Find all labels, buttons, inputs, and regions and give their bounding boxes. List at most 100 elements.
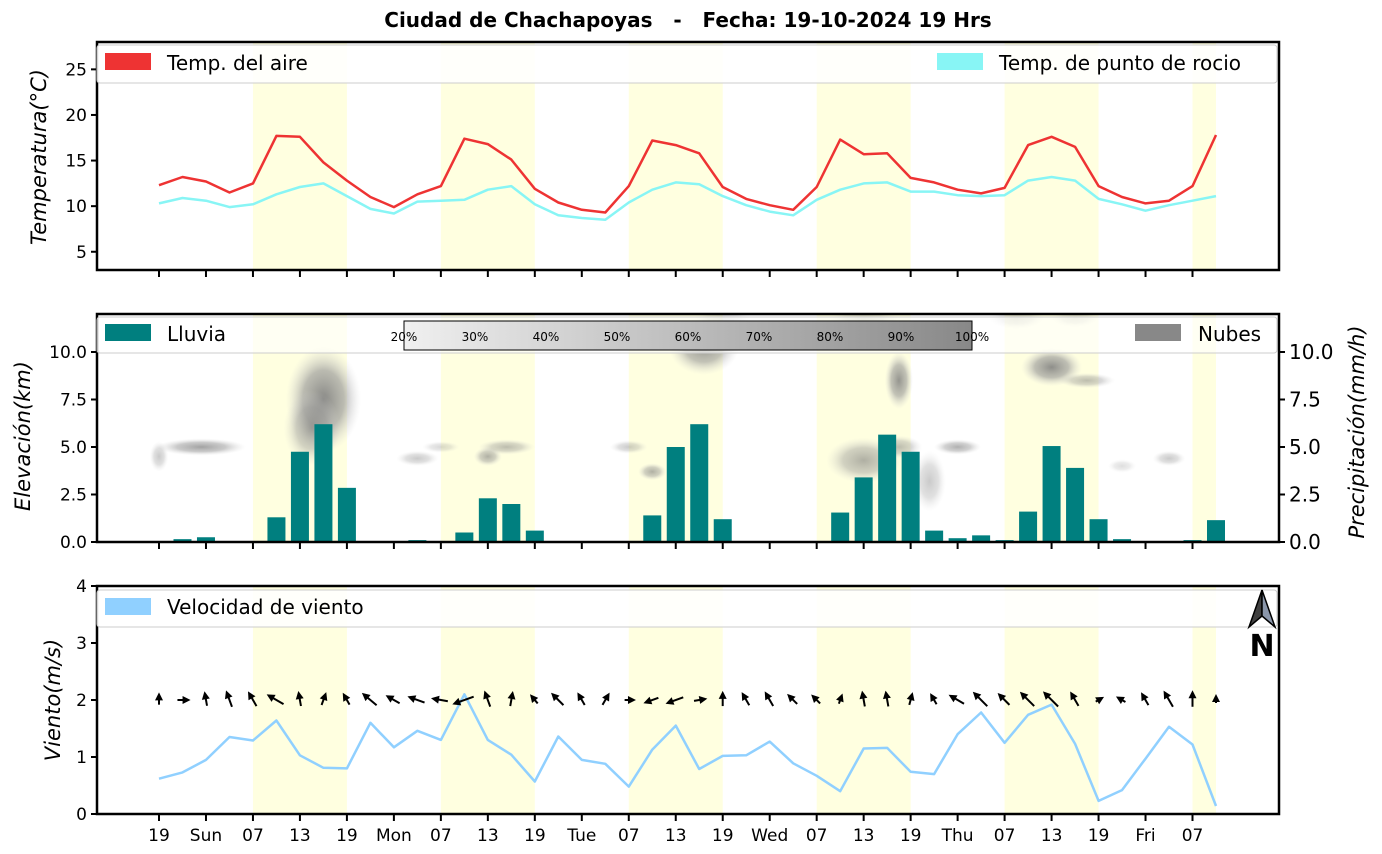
x-tick-label: 19 [900, 826, 922, 846]
y-tick-label: 5 [76, 243, 87, 263]
wind-arrow [665, 696, 684, 705]
x-tick-label: Fri [1135, 826, 1155, 846]
x-tick-label: 13 [1041, 826, 1063, 846]
wind-arrow [643, 696, 659, 705]
x-tick-label: 07 [242, 826, 264, 846]
legend-swatch-rain [105, 324, 151, 341]
wind-arrow [266, 694, 285, 705]
wind-arrow [247, 691, 258, 707]
x-tick-label: 19 [336, 826, 358, 846]
rain-bar [854, 477, 873, 542]
wind-arrow [385, 695, 401, 705]
rain-bar [972, 535, 991, 542]
rain-bar [173, 539, 192, 542]
wind-arrow [483, 690, 492, 707]
day-band [1192, 314, 1216, 542]
wind-arrow [624, 696, 636, 704]
wind-arrow [693, 696, 708, 704]
series-line [158, 175, 1217, 222]
wind-arrow [431, 695, 449, 704]
y-tick-label-right: 0.0 [1289, 530, 1321, 554]
rain-bars [173, 424, 1225, 542]
rain-bar [525, 530, 544, 542]
wind-arrow [452, 695, 474, 706]
cloud-blob [1152, 450, 1186, 466]
wind-arrow [1141, 692, 1150, 706]
cloud-blob [884, 352, 913, 409]
cloud-blob [934, 439, 982, 455]
rain-cloud-ylabel-left: Elevación(km) [11, 361, 35, 511]
y-tick-label: 7.5 [60, 391, 87, 411]
colorbar-label: 100% [955, 330, 989, 344]
temperature-ylabel: Temperatura(°C) [27, 69, 51, 245]
rain-bar [196, 537, 215, 542]
wind-arrow [1070, 691, 1080, 707]
legend-swatch-wind [105, 598, 151, 615]
wind-arrow [718, 690, 727, 707]
wind-arrow [177, 696, 191, 704]
x-tick-label: Thu [941, 826, 974, 846]
wind-arrow [972, 691, 988, 707]
wind-axes: 0 1 2 3 4 [76, 577, 1281, 825]
x-tick-label: 07 [618, 826, 640, 846]
wind-arrow [551, 692, 565, 706]
legend-label-wind: Velocidad de viento [167, 595, 364, 619]
cloud-colorbar: 20% 30% 40% 50% 60% 70% 80% 90% 100% [391, 320, 989, 351]
rain-bar [314, 424, 333, 542]
wind-arrow [836, 693, 844, 705]
wind-arrow [906, 692, 915, 706]
legend-swatch-clouds [1135, 324, 1181, 341]
rain-bar [666, 447, 685, 542]
wind-panel: 0 1 2 3 4 Velocidad de viento N Viento(m/s) [41, 577, 1281, 825]
wind-arrow [529, 694, 539, 705]
x-tick-label: 19 [712, 826, 734, 846]
wind-arrow [1095, 696, 1105, 705]
colorbar-label: 30% [462, 330, 489, 344]
wind-arrow [930, 693, 938, 705]
wind-arrow [201, 691, 210, 706]
rain-bar [690, 424, 709, 542]
cloud-blob [1107, 459, 1137, 473]
rain-bar [1113, 539, 1132, 542]
legend-label-rain: Lluvia [167, 322, 226, 346]
x-tick-label: 07 [1182, 826, 1204, 846]
cloud-blob [396, 450, 439, 466]
legend-label-air: Temp. del aire [166, 51, 308, 75]
rain-bar [502, 504, 521, 542]
time-axis-labels: 19 Sun 07 13 19 Mon 07 13 19 Tue 07 13 19 Wed 07 13 19 Th… [148, 826, 1203, 846]
wind-arrow [407, 695, 425, 704]
wind-arrow [948, 694, 965, 705]
temperature-legend: Temp. del aire Temp. de punto de rocio [96, 44, 1278, 84]
x-tick-label: 19 [1088, 826, 1110, 846]
x-tick-label: 13 [853, 826, 875, 846]
wind-arrow [601, 692, 610, 706]
rain-bar [713, 519, 732, 542]
colorbar-label: 90% [888, 330, 915, 344]
cloud-blob [609, 440, 648, 454]
y-tick-label: 20 [65, 106, 87, 126]
rain-bar [831, 512, 850, 542]
x-tick-label: 07 [430, 826, 452, 846]
rain-cloud-panel: 0.0 0.02.5 2.55.0 5.07.5 7.510.0 10.0 Lluvia … [11, 312, 1369, 554]
wind-arrow [882, 690, 891, 707]
rain-bar [1042, 446, 1061, 542]
rain-bar [1089, 519, 1108, 542]
wind-arrow [859, 690, 868, 707]
y-tick-label-right: 5.0 [1289, 435, 1321, 459]
cloud-blob [149, 441, 169, 472]
colorbar-label: 80% [817, 330, 844, 344]
y-tick-label: 0 [76, 805, 87, 825]
rain-cloud-axes: 0.0 0.0 2.5 2.5 5.0 5.0 7.5 7.5 10.0 10.0 [49, 312, 1334, 554]
temperature-axes: 5 10 15 20 25 [65, 40, 1281, 277]
rain-bar [1207, 520, 1225, 542]
rain-bar [478, 498, 497, 542]
wind-arrow [577, 692, 586, 706]
rain-bar [455, 532, 474, 542]
figure-title: Ciudad de Chachapoyas - Fecha: 19-10-202… [384, 8, 991, 32]
y-tick-label: 10.0 [49, 343, 87, 363]
rain-bar [267, 517, 286, 542]
wind-arrow [361, 692, 378, 706]
y-tick-label-right: 2.5 [1289, 483, 1321, 507]
cloud-blob [478, 439, 535, 455]
